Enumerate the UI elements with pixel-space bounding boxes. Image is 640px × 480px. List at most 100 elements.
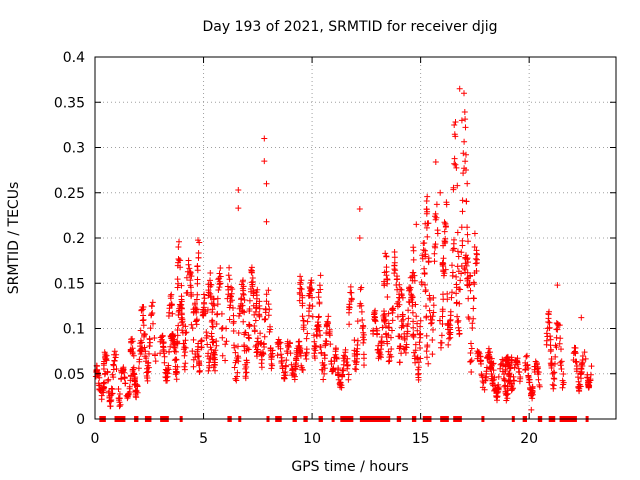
data-point — [261, 333, 268, 340]
data-point — [430, 326, 436, 333]
data-point — [427, 296, 434, 303]
data-point — [305, 292, 312, 299]
data-point — [389, 305, 396, 312]
data-point — [217, 265, 224, 271]
data-point — [169, 310, 176, 317]
data-point — [102, 353, 109, 360]
data-point — [176, 307, 183, 314]
data-point — [299, 300, 306, 307]
data-point — [372, 318, 379, 325]
data-point — [430, 302, 437, 309]
data-point — [261, 135, 268, 142]
data-point — [410, 324, 417, 331]
data-point — [471, 244, 478, 250]
data-point — [397, 343, 404, 350]
data-point — [263, 180, 270, 187]
data-point — [293, 357, 300, 364]
data-point — [433, 214, 440, 221]
data-point — [143, 355, 150, 362]
data-point — [384, 294, 391, 300]
data-point — [187, 277, 194, 284]
data-point — [447, 317, 454, 324]
data-point — [142, 331, 148, 338]
data-point — [426, 307, 433, 314]
data-point — [470, 279, 477, 286]
data-point — [235, 205, 242, 212]
data-point — [149, 310, 156, 316]
data-point — [232, 349, 239, 356]
data-point — [584, 374, 591, 381]
data-point — [452, 119, 459, 125]
data-point — [148, 302, 155, 309]
data-point — [553, 320, 560, 326]
data-point — [547, 333, 554, 340]
data-point — [140, 322, 147, 329]
data-point — [266, 306, 273, 313]
data-point — [208, 318, 215, 325]
data-point — [517, 375, 524, 382]
data-point — [281, 375, 288, 382]
data-point — [467, 287, 474, 294]
data-point — [235, 330, 242, 336]
data-point — [210, 364, 217, 371]
data-point — [407, 284, 414, 291]
data-point — [240, 318, 247, 325]
data-point — [553, 326, 560, 333]
data-point — [477, 353, 484, 360]
data-point — [445, 321, 452, 328]
data-point — [225, 272, 232, 279]
data-point — [412, 301, 419, 308]
data-point — [296, 297, 303, 304]
data-point — [438, 339, 445, 346]
data-point — [483, 368, 490, 375]
data-point — [188, 293, 195, 300]
data-point — [417, 355, 424, 362]
data-point — [511, 364, 518, 371]
data-point — [453, 290, 460, 297]
data-point — [175, 312, 182, 318]
data-point — [463, 262, 470, 269]
data-point — [417, 345, 423, 351]
data-point — [400, 316, 407, 323]
data-point — [105, 376, 112, 383]
data-point — [189, 325, 196, 332]
data-point — [550, 385, 557, 392]
data-point — [414, 320, 421, 327]
data-point — [214, 301, 221, 308]
data-point — [234, 373, 240, 380]
data-point — [201, 291, 207, 298]
data-point — [447, 331, 454, 338]
data-point — [478, 357, 484, 364]
data-point — [321, 365, 328, 372]
data-point — [252, 308, 259, 315]
data-point — [305, 312, 312, 319]
data-point — [251, 323, 258, 329]
data-point — [248, 264, 255, 271]
data-point — [144, 362, 151, 369]
data-point — [318, 349, 325, 356]
data-point — [427, 316, 434, 323]
data-point — [283, 348, 290, 355]
data-point — [182, 337, 189, 344]
data-point — [495, 373, 502, 380]
data-point — [585, 382, 592, 389]
data-point — [455, 253, 462, 260]
data-point — [468, 357, 475, 364]
data-point — [471, 230, 478, 237]
data-point — [141, 333, 147, 340]
data-point — [244, 345, 251, 352]
data-point — [504, 356, 511, 363]
data-point — [108, 385, 115, 392]
data-point — [297, 285, 304, 292]
data-point — [138, 306, 145, 313]
y-tick-label: 0.25 — [54, 186, 85, 202]
data-point — [132, 393, 139, 400]
data-point — [523, 353, 530, 360]
data-point — [346, 321, 353, 328]
data-point — [581, 349, 588, 356]
data-point — [454, 229, 461, 236]
data-point — [470, 295, 477, 302]
data-point — [256, 313, 263, 320]
data-point — [571, 348, 578, 355]
data-point — [151, 335, 158, 341]
